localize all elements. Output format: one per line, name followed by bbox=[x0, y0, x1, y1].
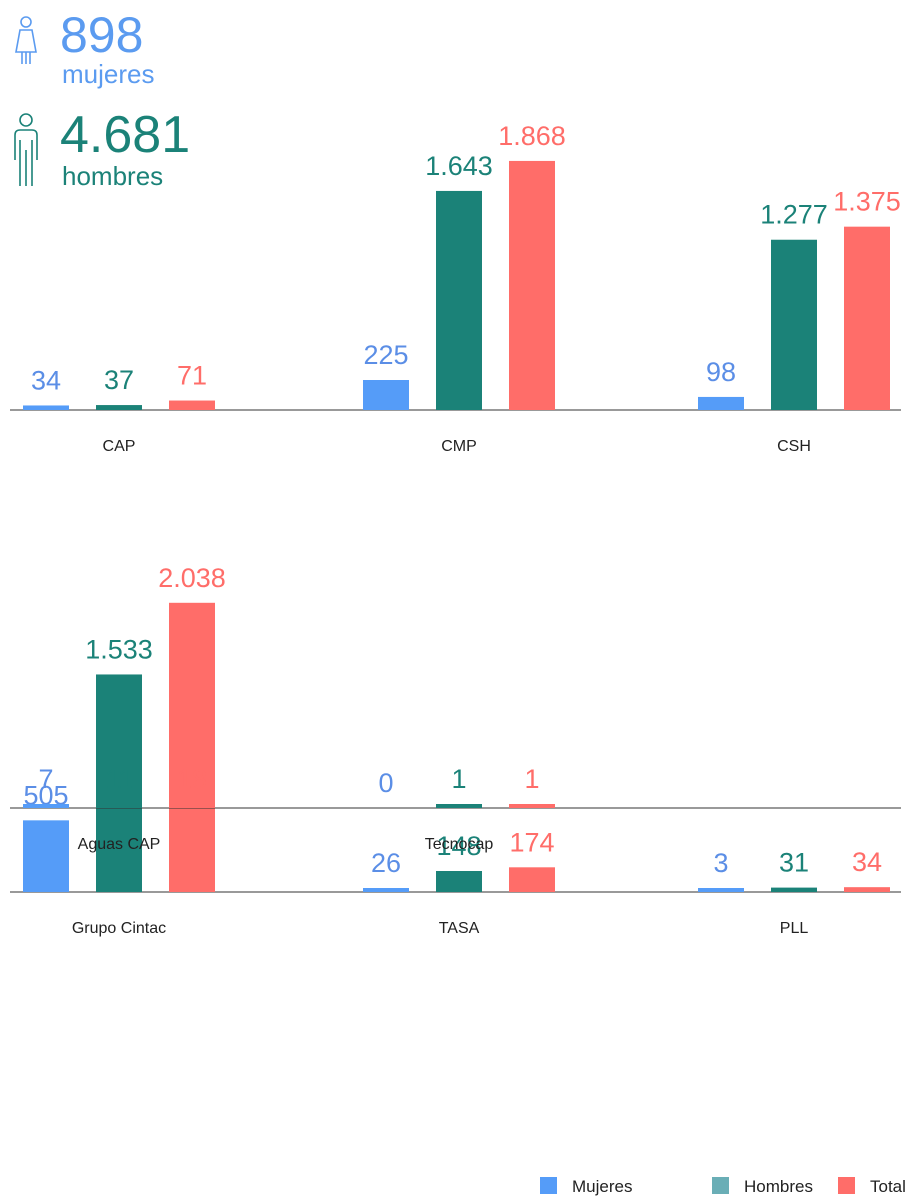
legend-label: Total bbox=[870, 1177, 906, 1196]
legend-label: Mujeres bbox=[572, 1177, 632, 1196]
category-label: CMP bbox=[441, 438, 477, 455]
value-label: 98 bbox=[706, 357, 736, 387]
bar bbox=[436, 870, 482, 892]
category-label: TASA bbox=[439, 920, 480, 937]
value-label: 11 bbox=[105, 764, 133, 794]
value-label: 225 bbox=[363, 340, 408, 370]
women-count: 898 bbox=[60, 7, 143, 63]
bar bbox=[771, 887, 817, 892]
value-label: 37 bbox=[104, 365, 134, 395]
value-label: 1 bbox=[524, 764, 539, 794]
bar bbox=[169, 804, 215, 808]
value-label: 1 bbox=[451, 764, 466, 794]
bar bbox=[96, 674, 142, 892]
value-label: 18 bbox=[177, 764, 207, 794]
category-label: Tecnocap bbox=[425, 836, 494, 853]
woman-icon bbox=[15, 16, 37, 64]
bar bbox=[23, 804, 69, 808]
bar bbox=[509, 160, 555, 410]
value-label: 3 bbox=[713, 848, 728, 878]
legend-label: Hombres bbox=[744, 1177, 813, 1196]
value-label: 34 bbox=[31, 365, 61, 395]
bar bbox=[436, 804, 482, 808]
value-label: 7 bbox=[38, 764, 53, 794]
bar bbox=[698, 888, 744, 892]
value-label: 2.038 bbox=[158, 563, 226, 593]
bar bbox=[509, 867, 555, 892]
value-label: 26 bbox=[371, 848, 401, 878]
value-label: 1.375 bbox=[833, 187, 901, 217]
legend-swatch bbox=[540, 1177, 557, 1194]
bar bbox=[96, 405, 142, 410]
value-label: 0 bbox=[378, 768, 393, 798]
category-label: PLL bbox=[780, 920, 809, 937]
value-label: 1.643 bbox=[425, 151, 493, 181]
bar bbox=[23, 820, 69, 892]
men-label: hombres bbox=[62, 161, 163, 191]
value-label: 1.868 bbox=[498, 121, 566, 151]
value-label: 174 bbox=[509, 827, 554, 857]
value-label: 34 bbox=[852, 847, 882, 877]
bar bbox=[169, 400, 215, 410]
value-label: 71 bbox=[177, 361, 207, 391]
value-label: 148 bbox=[436, 831, 481, 861]
value-label: 1.533 bbox=[85, 634, 153, 664]
bar bbox=[169, 602, 215, 892]
bar bbox=[436, 190, 482, 410]
men-count: 4.681 bbox=[60, 106, 190, 164]
legend-swatch bbox=[712, 1177, 729, 1194]
bar bbox=[23, 405, 69, 410]
bar bbox=[698, 396, 744, 410]
value-label: 1.277 bbox=[760, 200, 828, 230]
bar bbox=[509, 804, 555, 808]
category-label: Grupo Cintac bbox=[72, 920, 166, 937]
bar bbox=[363, 380, 409, 410]
bar bbox=[844, 887, 890, 892]
category-label: CSH bbox=[777, 438, 811, 455]
value-label: 31 bbox=[779, 848, 809, 878]
women-label: mujeres bbox=[62, 59, 154, 89]
legend-swatch bbox=[838, 1177, 855, 1194]
man-icon bbox=[14, 113, 38, 186]
bar bbox=[363, 888, 409, 892]
category-label: CAP bbox=[103, 438, 136, 455]
bar bbox=[844, 226, 890, 410]
bar bbox=[771, 239, 817, 410]
bar bbox=[96, 804, 142, 808]
category-label: Aguas CAP bbox=[78, 836, 161, 853]
